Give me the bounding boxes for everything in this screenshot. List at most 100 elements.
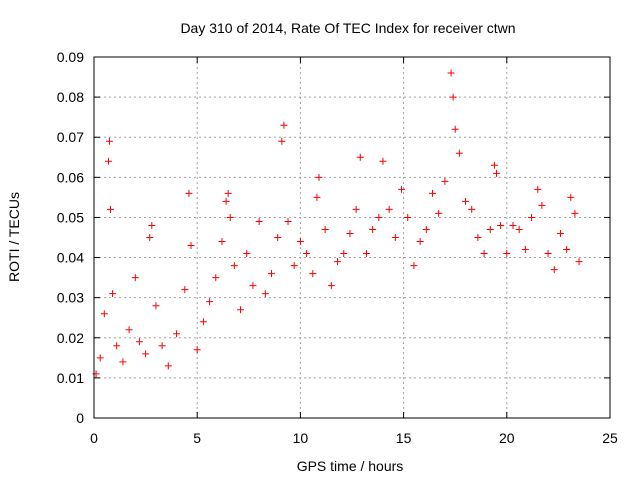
data-point <box>125 326 133 334</box>
data-point <box>449 93 457 101</box>
data-point <box>187 242 195 250</box>
data-point <box>158 342 166 350</box>
x-tick-label: 15 <box>396 430 412 446</box>
data-point <box>268 270 276 278</box>
data-point <box>528 213 536 221</box>
data-point <box>567 193 575 201</box>
y-tick-label: 0.05 <box>57 209 84 225</box>
y-tick-label: 0.04 <box>57 250 84 266</box>
data-point <box>199 318 207 326</box>
x-tick-label: 20 <box>499 430 515 446</box>
data-point <box>104 157 112 165</box>
data-point <box>346 229 354 237</box>
data-point <box>497 221 505 229</box>
data-point <box>503 250 511 258</box>
chart-title: Day 310 of 2014, Rate Of TEC Index for r… <box>180 20 515 36</box>
x-tick-label: 25 <box>602 430 618 446</box>
data-point <box>451 125 459 133</box>
data-point <box>441 177 449 185</box>
data-point <box>550 266 558 274</box>
y-tick-label: 0.06 <box>57 169 84 185</box>
y-tick-label: 0.01 <box>57 370 84 386</box>
data-point <box>538 201 546 209</box>
data-point <box>146 234 154 241</box>
x-tick-label: 0 <box>90 430 98 446</box>
data-point <box>509 221 517 229</box>
data-point <box>492 169 500 177</box>
data-point <box>563 246 571 254</box>
data-point <box>416 238 424 246</box>
data-point <box>515 225 523 233</box>
data-point <box>362 250 370 258</box>
data-point <box>398 185 406 193</box>
data-point <box>100 310 108 318</box>
data-point <box>534 185 542 193</box>
data-point <box>212 274 220 282</box>
data-point <box>237 306 245 314</box>
data-point <box>230 262 238 270</box>
x-tick-label: 5 <box>193 430 201 446</box>
data-point <box>468 205 476 213</box>
data-point <box>486 225 494 233</box>
y-axis-label: ROTI / TECUs <box>6 192 22 282</box>
data-point <box>385 205 393 213</box>
data-point <box>334 258 342 266</box>
data-point <box>521 246 529 254</box>
data-point <box>284 217 292 225</box>
y-tick-label: 0.08 <box>57 89 84 105</box>
data-point <box>575 258 583 266</box>
data-point <box>480 250 488 258</box>
data-point <box>462 197 470 205</box>
data-point <box>113 342 121 350</box>
axis-ticks: 0 5 10 15 20 25 0 0.01 0.02 0.03 0.04 0.05 0.06 0.07 0… <box>57 49 618 446</box>
data-point <box>148 221 156 229</box>
data-point <box>222 197 230 205</box>
x-axis-label: GPS time / hours <box>297 458 404 474</box>
data-point <box>313 193 321 201</box>
data-point <box>131 274 139 282</box>
data-point <box>309 270 317 278</box>
data-point <box>105 137 113 145</box>
data-point <box>280 121 288 129</box>
data-point <box>135 338 143 346</box>
data-point <box>152 302 160 310</box>
data-point <box>303 250 311 258</box>
data-point <box>556 229 564 237</box>
data-point <box>243 250 251 258</box>
plot-frame <box>93 56 611 419</box>
data-point <box>185 189 193 197</box>
data-point <box>290 262 298 270</box>
data-point <box>544 250 552 258</box>
data-point <box>422 225 430 233</box>
data-point <box>278 137 286 145</box>
data-point <box>107 205 115 213</box>
y-tick-label: 0.03 <box>57 290 84 306</box>
y-tick-label: 0 <box>76 410 84 426</box>
data-point <box>404 213 412 221</box>
y-tick-label: 0.02 <box>57 330 84 346</box>
data-point <box>321 225 329 233</box>
data-point <box>181 286 189 294</box>
data-point <box>474 234 482 241</box>
grid-lines <box>94 57 610 418</box>
data-point <box>327 282 335 290</box>
data-point <box>249 282 257 290</box>
data-point <box>428 189 436 197</box>
data-point <box>142 350 150 358</box>
data-point <box>226 213 234 221</box>
data-point <box>352 205 360 213</box>
data-point <box>340 250 348 258</box>
data-point <box>391 234 399 241</box>
data-point <box>435 209 443 217</box>
data-point <box>315 173 323 181</box>
data-point <box>410 262 418 270</box>
data-point <box>369 225 377 233</box>
data-points <box>92 69 583 378</box>
data-point <box>96 354 104 362</box>
data-point <box>109 290 117 298</box>
y-tick-label: 0.09 <box>57 49 84 65</box>
y-tick-label: 0.07 <box>57 129 84 145</box>
data-point <box>379 157 387 165</box>
data-point <box>296 238 304 246</box>
